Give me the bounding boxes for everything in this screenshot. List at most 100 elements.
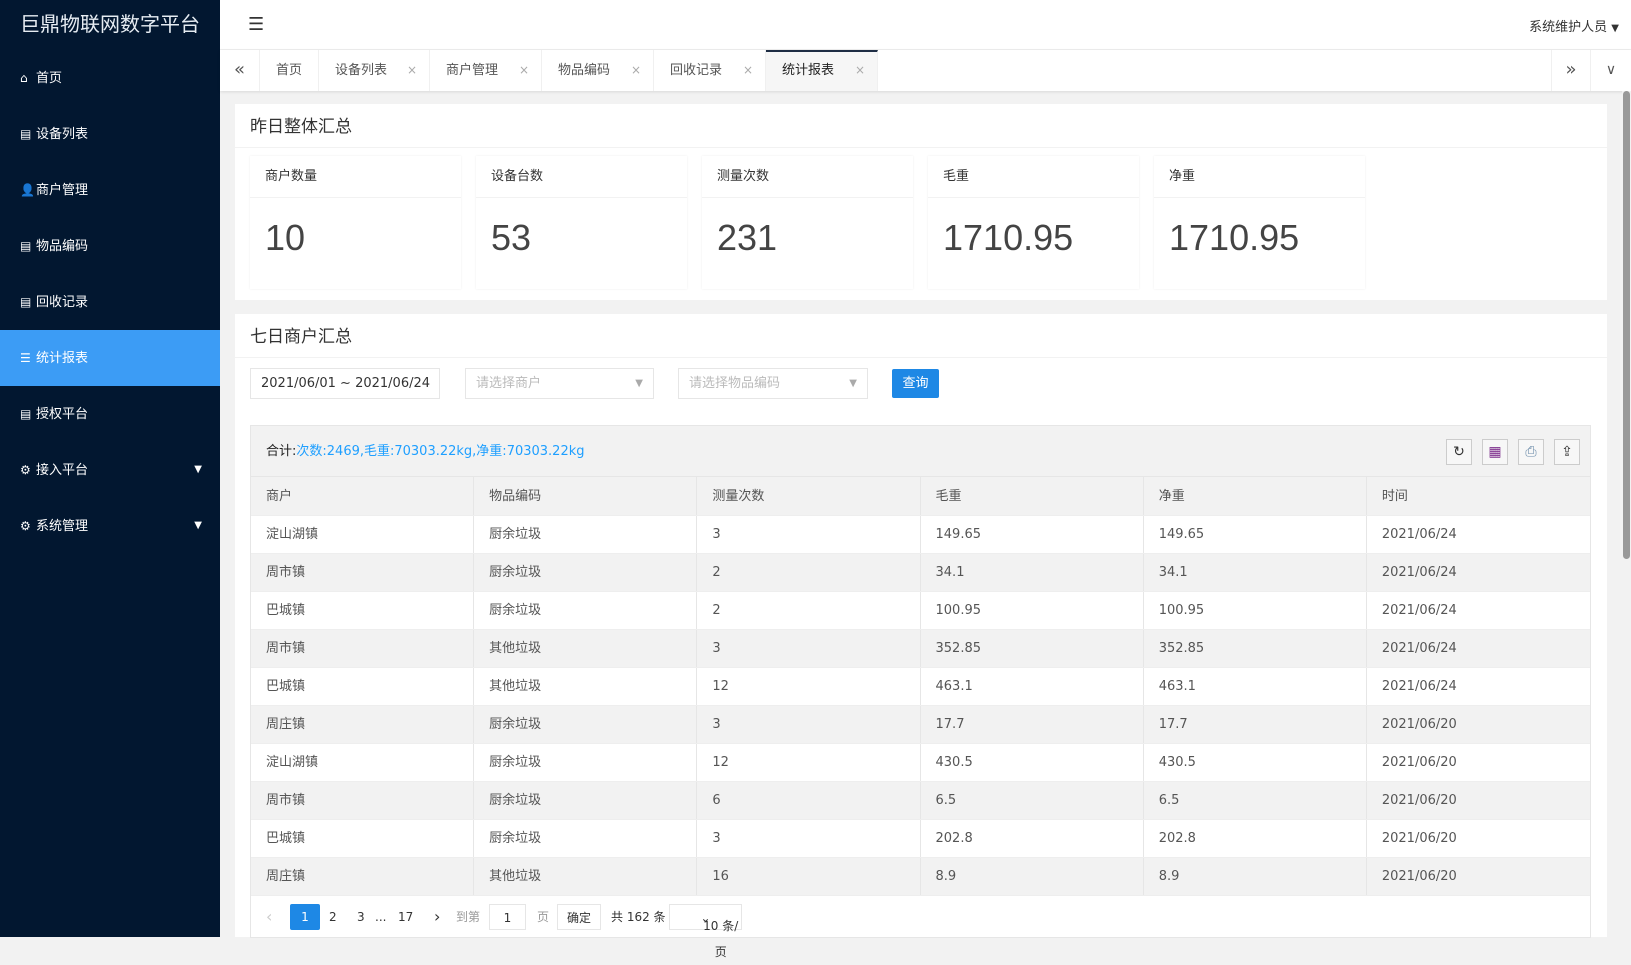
goto-label: 到第 (456, 910, 481, 924)
yesterday-summary-card: 昨日整体汇总 商户数量 10 设备台数 53 测量次数 231 毛重 1710.95 净重 171… (235, 104, 1607, 300)
tab-5[interactable]: 统计报表 × (766, 50, 878, 91)
page-size-select[interactable]: 10 条/页 ⌄ (669, 904, 742, 959)
table-cell: 周庄镇 (251, 706, 475, 743)
page-17[interactable]: 17 (398, 910, 414, 924)
table-cell: 周庄镇 (251, 858, 475, 895)
tab-0[interactable]: 首页 (260, 50, 319, 91)
merchant-select[interactable]: 请选择商户 ▼ (465, 368, 654, 399)
stat-card: 商户数量 10 (250, 156, 461, 289)
query-button[interactable]: 查询 (892, 369, 939, 398)
column-header[interactable]: 净重 (1144, 477, 1367, 515)
close-icon[interactable]: × (518, 63, 529, 77)
sidebar: 巨鼎物联网数字平台 ⌂ 首页 ▤ 设备列表 👤商户管理 ▤ 物品编码 ▤ 回收记录 ☰ 统计报表 ▤ 授… (0, 0, 220, 937)
table-cell: 其他垃圾 (474, 630, 698, 667)
table-cell: 6.5 (921, 782, 1144, 819)
sidebar-item-4[interactable]: ▤ 回收记录 (0, 274, 220, 330)
sidebar-item-label: 首页 (36, 71, 63, 86)
table-cell: 巴城镇 (251, 668, 475, 705)
sidebar-item-label: 物品编码 (36, 239, 89, 254)
home-icon: ⌂ (20, 71, 28, 85)
stat-value: 231 (717, 217, 778, 258)
column-header[interactable]: 物品编码 (474, 477, 698, 515)
stat-card: 毛重 1710.95 (928, 156, 1139, 289)
table-row: 巴城镇 其他垃圾 12 463.1 463.1 2021/06/24 (251, 668, 1590, 706)
column-header[interactable]: 商户 (251, 477, 475, 515)
list-icon: ▤ (20, 407, 32, 421)
table-cell: 149.65 (1144, 516, 1367, 553)
section-title: 昨日整体汇总 (235, 104, 1607, 148)
close-icon[interactable]: × (742, 63, 753, 77)
tabs-scroll-right-icon[interactable]: » (1551, 50, 1591, 91)
page-2[interactable]: 2 (329, 910, 337, 924)
menu-toggle-icon[interactable]: ☰ (248, 14, 265, 35)
item-code-placeholder: 请选择物品编码 (689, 376, 781, 391)
tab-4[interactable]: 回收记录 × (654, 50, 766, 91)
tabs-menu-chevron-down-icon[interactable]: ∨ (1605, 62, 1617, 78)
sidebar-item-1[interactable]: ▤ 设备列表 (0, 106, 220, 162)
table-cell: 12 (697, 744, 921, 781)
table-cell: 2 (697, 554, 921, 591)
tab-bar: « 首页 设备列表 × 商户管理 × 物品编码 × 回收记录 × 统计报表 × » ∨ (220, 50, 1631, 91)
table-cell: 厨余垃圾 (474, 706, 698, 743)
columns-filter-icon[interactable]: ▦ (1482, 439, 1508, 465)
table-cell: 厨余垃圾 (474, 516, 698, 553)
tab-2[interactable]: 商户管理 × (430, 50, 542, 91)
date-range-input[interactable]: 2021/06/01 ~ 2021/06/24 (250, 368, 440, 399)
table-cell: 6.5 (1144, 782, 1367, 819)
item-code-select[interactable]: 请选择物品编码 ▼ (678, 368, 868, 399)
table-cell: 厨余垃圾 (474, 820, 698, 857)
tab-label: 商户管理 (446, 63, 499, 78)
table-cell: 2021/06/20 (1381, 793, 1457, 808)
column-header[interactable]: 测量次数 (697, 477, 921, 515)
column-header[interactable]: 毛重 (921, 477, 1144, 515)
stat-value: 1710.95 (1169, 217, 1300, 258)
header: ☰ 系统维护人员 ▼ (220, 0, 1631, 50)
page-1[interactable]: 1 (290, 904, 320, 930)
table-cell: 其他垃圾 (474, 858, 698, 895)
scrollbar-thumb[interactable] (1623, 91, 1630, 559)
sidebar-item-7[interactable]: ⚙ 接入平台 ▼ (0, 442, 220, 498)
tab-3[interactable]: 物品编码 × (542, 50, 654, 91)
sidebar-item-8[interactable]: ⚙ 系统管理 ▼ (0, 498, 220, 554)
page-3[interactable]: 3 (357, 910, 365, 924)
table-cell: 其他垃圾 (474, 668, 698, 705)
refresh-icon[interactable]: ↻ (1446, 439, 1472, 465)
table-cell: 352.85 (921, 630, 1144, 667)
goto-page-input[interactable]: 1 (489, 904, 526, 930)
sidebar-item-0[interactable]: ⌂ 首页 (0, 50, 220, 106)
goto-confirm-button[interactable]: 确定 (557, 904, 601, 930)
table-cell: 厨余垃圾 (474, 782, 698, 819)
table-cell: 3 (697, 630, 921, 667)
table-cell: 463.1 (1144, 668, 1367, 705)
table-cell: 3 (697, 706, 921, 743)
sidebar-item-5[interactable]: ☰ 统计报表 (0, 330, 220, 386)
column-header[interactable]: 时间 (1381, 489, 1408, 504)
close-icon[interactable]: × (854, 63, 865, 77)
prev-page-icon[interactable]: ‹ (266, 907, 273, 926)
table-cell: 周市镇 (251, 782, 475, 819)
next-page-icon[interactable]: › (434, 907, 441, 926)
tab-label: 首页 (276, 63, 303, 78)
section-title: 七日商户汇总 (235, 314, 1607, 358)
list-icon: ▤ (20, 239, 32, 253)
export-icon[interactable]: ⇪ (1554, 439, 1580, 465)
table-cell: 巴城镇 (251, 820, 475, 857)
stat-label: 毛重 (928, 156, 1139, 198)
app-logo: 巨鼎物联网数字平台 (20, 12, 200, 36)
user-menu[interactable]: 系统维护人员 ▼ (1529, 16, 1619, 35)
stat-value: 10 (265, 217, 306, 258)
close-icon[interactable]: × (406, 63, 417, 77)
close-icon[interactable]: × (630, 63, 641, 77)
table-cell: 2021/06/24 (1381, 641, 1457, 656)
sidebar-item-2[interactable]: 👤商户管理 (0, 162, 220, 218)
sidebar-item-label: 统计报表 (36, 351, 89, 366)
print-icon[interactable]: ⎙ (1518, 439, 1544, 465)
tabs-scroll-left-icon[interactable]: « (220, 50, 260, 91)
sidebar-item-6[interactable]: ▤ 授权平台 (0, 386, 220, 442)
table-cell: 202.8 (1144, 820, 1367, 857)
stat-value: 53 (491, 217, 532, 258)
sidebar-item-3[interactable]: ▤ 物品编码 (0, 218, 220, 274)
scrollbar[interactable] (1622, 91, 1631, 937)
tab-1[interactable]: 设备列表 × (319, 50, 430, 91)
tab-label: 物品编码 (558, 63, 611, 78)
